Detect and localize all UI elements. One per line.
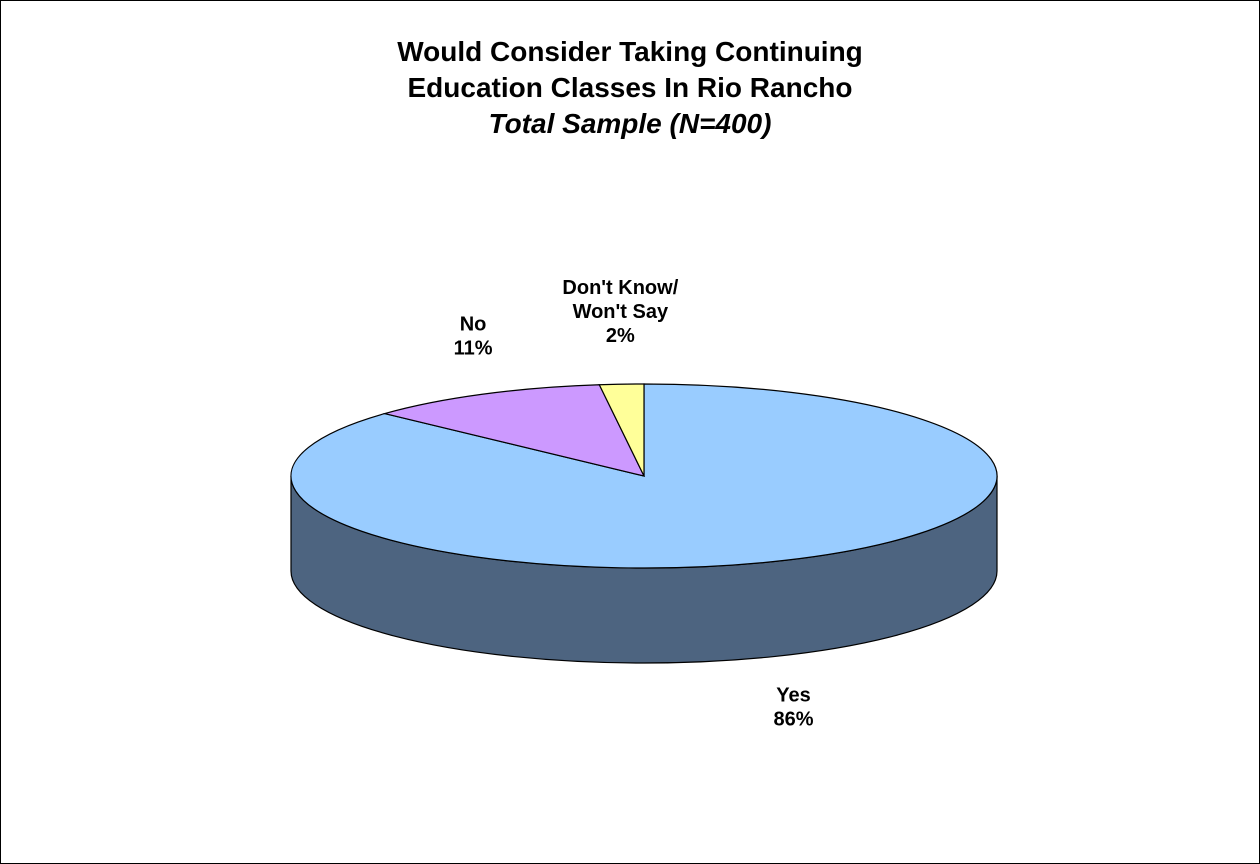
slice-label-1-0: No [460,313,487,335]
slice-label-0-0: Yes [776,685,810,707]
slice-value-label-1: 11% [454,337,493,359]
slice-label-2-1: Won't Say [573,301,669,323]
slice-label-2-0: Don't Know/ [562,277,678,299]
title-line-2: Education Classes In Rio Rancho [407,72,853,103]
pie-slice-0 [290,383,998,569]
title-line-1: Would Consider Taking Continuing [397,36,863,67]
chart-title: Would Consider Taking Continuing Educati… [0,34,1260,142]
pie-slice-1 [382,384,646,477]
slice-value-label-0: 86% [774,709,814,731]
chart-subtitle: Total Sample (N=400) [488,108,772,139]
slice-value-label-2: 2% [606,325,635,347]
pie-slice-2 [598,383,645,477]
